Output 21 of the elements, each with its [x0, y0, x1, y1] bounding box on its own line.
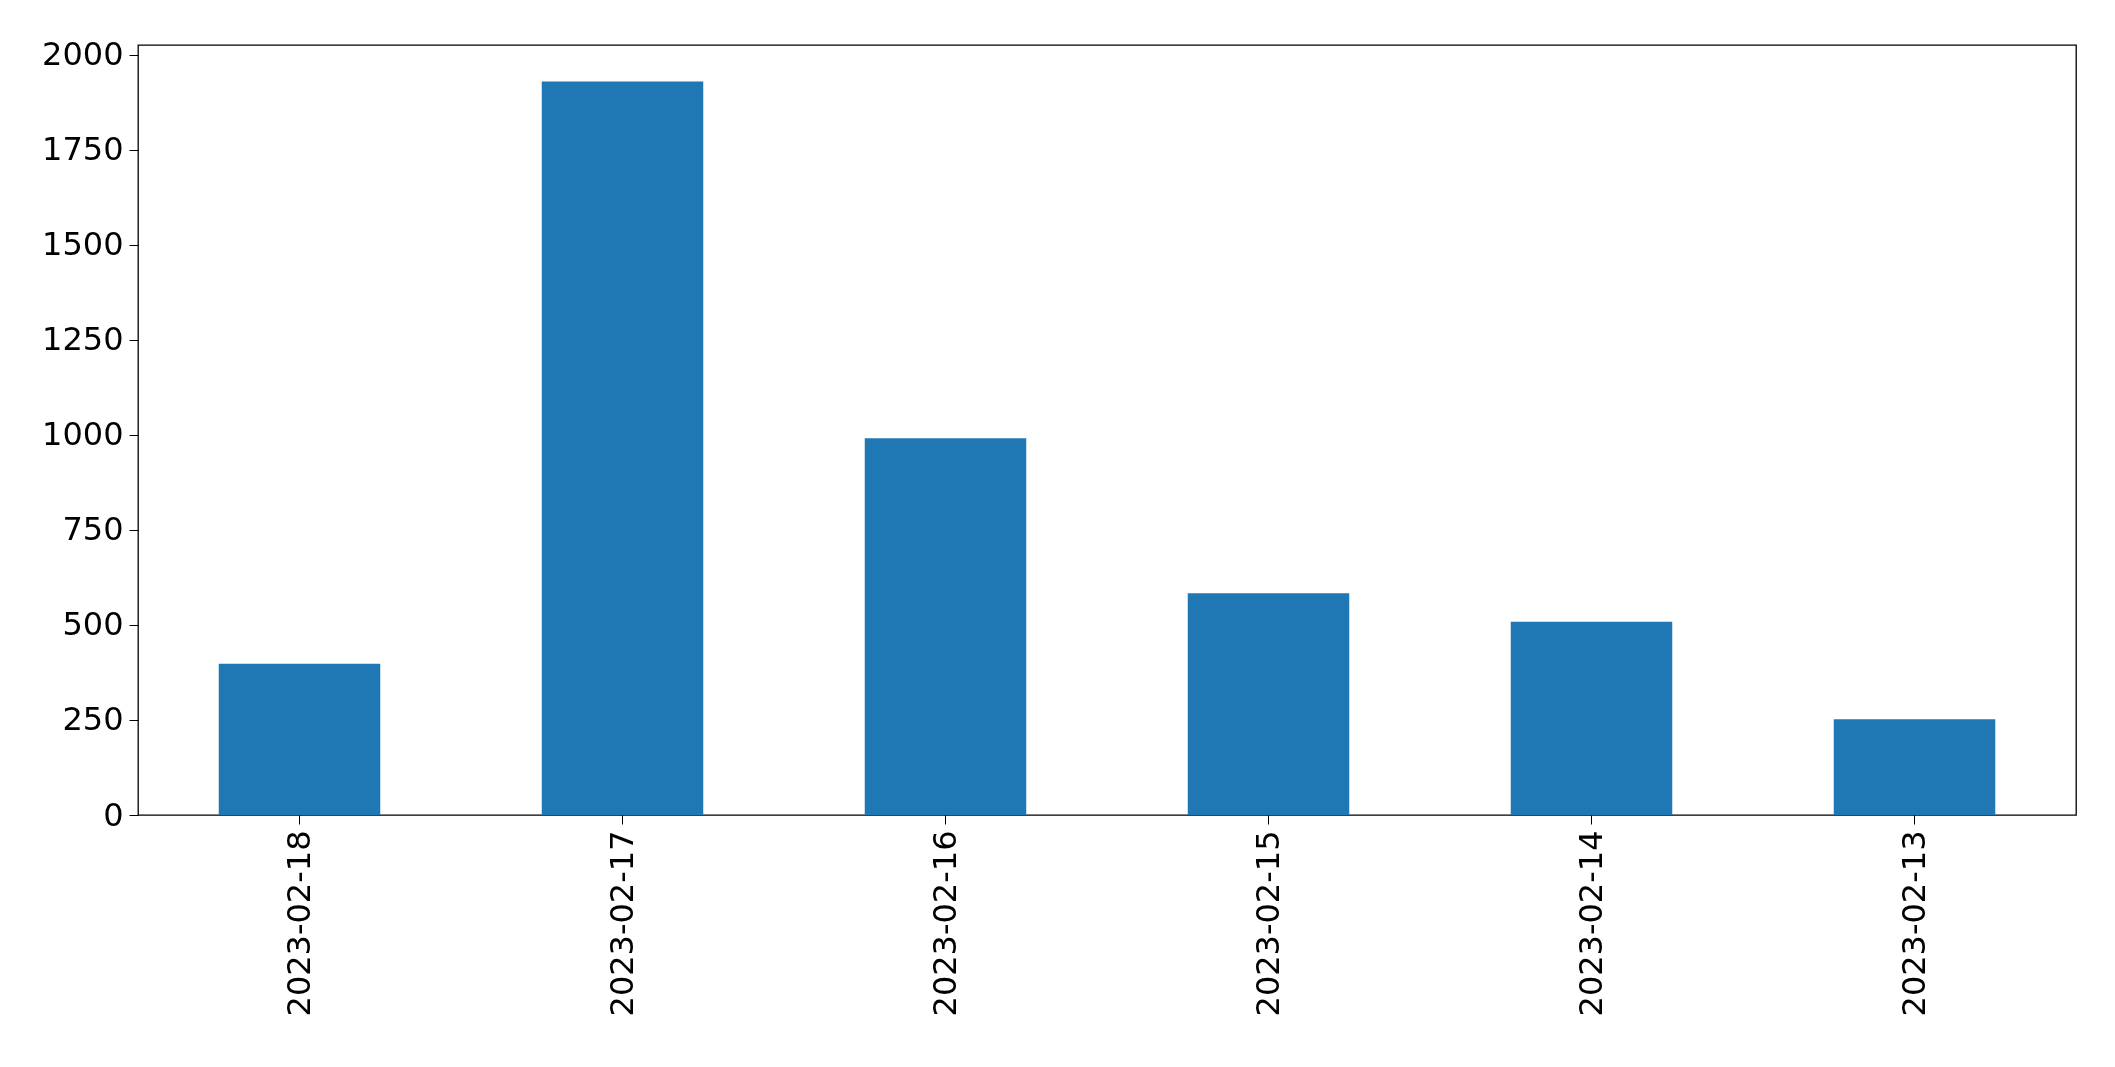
x-tick-label: 2023-02-16 — [925, 830, 964, 1017]
y-tick-label: 1750 — [42, 130, 124, 169]
y-tick-label: 0 — [103, 795, 124, 834]
y-tick-label: 1000 — [42, 415, 124, 454]
x-tick-label: 2023-02-14 — [1571, 830, 1610, 1017]
x-tick-label: 2023-02-15 — [1248, 830, 1287, 1017]
y-tick-label: 750 — [62, 510, 124, 549]
bar — [864, 438, 1027, 815]
bar — [541, 81, 704, 815]
x-tick-label: 2023-02-18 — [279, 830, 318, 1017]
y-tick-label: 1250 — [42, 320, 124, 359]
bar — [1510, 621, 1673, 815]
y-tick-label: 500 — [62, 605, 124, 644]
bar — [1187, 593, 1350, 815]
y-tick-label: 1500 — [42, 225, 124, 264]
x-tick-label: 2023-02-13 — [1894, 830, 1933, 1017]
y-tick-label: 250 — [62, 700, 124, 739]
bar — [1833, 719, 1996, 815]
bar — [218, 663, 381, 815]
x-tick-label: 2023-02-17 — [602, 830, 641, 1017]
y-tick-label: 2000 — [42, 35, 124, 74]
